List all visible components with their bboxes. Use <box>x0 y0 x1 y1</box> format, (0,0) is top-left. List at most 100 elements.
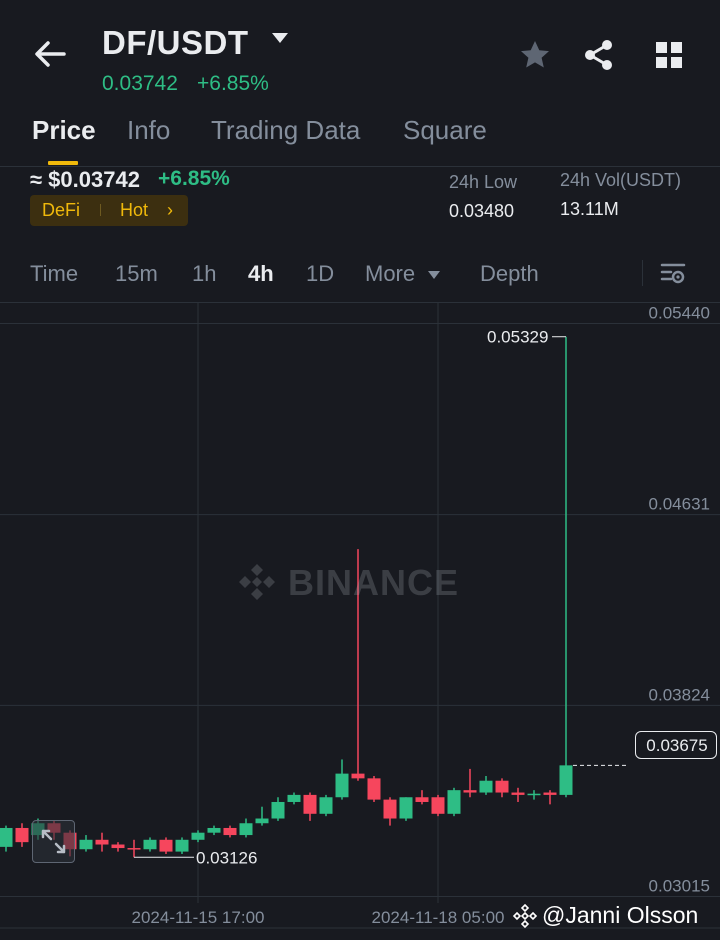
candle <box>527 790 541 800</box>
last-price-tag: 0.03675 <box>635 731 717 759</box>
candle-body <box>159 839 173 852</box>
candle-body <box>351 773 365 779</box>
tf-15m[interactable]: 15m <box>115 261 158 286</box>
x-tick-label: 2024-11-18 05:00 <box>372 908 505 927</box>
favorite-button[interactable] <box>518 38 552 72</box>
tag-separator <box>100 204 101 216</box>
tf-time[interactable]: Time <box>30 261 79 286</box>
tf-4h[interactable]: 4h <box>248 261 274 286</box>
candle <box>223 825 237 838</box>
candle <box>383 797 397 826</box>
candle <box>543 790 557 805</box>
candle <box>143 837 157 852</box>
toolbar-separator <box>642 260 643 286</box>
tag-hot[interactable]: Hot <box>120 200 149 220</box>
candle <box>79 835 93 852</box>
tab-trading-data[interactable]: Trading Data <box>211 115 361 145</box>
candle <box>463 768 477 798</box>
star-icon <box>521 41 549 68</box>
tab-info[interactable]: Info <box>127 115 171 145</box>
min-price-label: 0.03126 <box>196 848 257 867</box>
y-tick-label: 0.03824 <box>649 685 710 704</box>
share-icon <box>585 40 612 70</box>
binance-watermark: BINANCE <box>232 560 492 610</box>
caret-down-icon[interactable] <box>270 30 290 46</box>
candle-body <box>463 790 477 793</box>
header-price: 0.03742 <box>102 72 178 95</box>
candle <box>303 792 317 821</box>
back-button[interactable] <box>30 34 70 74</box>
expand-chart-button[interactable] <box>32 820 75 863</box>
tf-1h[interactable]: 1h <box>192 261 217 286</box>
candle-body <box>127 848 141 850</box>
tf-more[interactable]: More <box>365 261 416 286</box>
tab-square[interactable]: Square <box>403 115 487 145</box>
candle <box>287 792 301 805</box>
x-axis-labels: 2024-11-15 17:00 2024-11-18 05:00 <box>132 908 505 927</box>
candle <box>175 837 189 854</box>
back-arrow-icon <box>35 41 66 67</box>
candle-body <box>255 818 269 824</box>
candle-body <box>287 794 301 802</box>
candle-body <box>431 797 445 814</box>
toolbar-divider <box>0 302 720 303</box>
candle-body <box>479 780 493 793</box>
candle-body <box>559 765 573 795</box>
vol-value: 13.11M <box>560 199 619 219</box>
chart-settings-button[interactable] <box>660 260 686 286</box>
tf-depth[interactable]: Depth <box>480 261 539 286</box>
y-tick-label: 0.04631 <box>649 495 710 514</box>
candle-body <box>527 793 541 796</box>
candle <box>255 806 269 826</box>
candle <box>511 787 525 802</box>
tag-defi[interactable]: DeFi <box>42 200 81 220</box>
tab-divider <box>0 166 720 167</box>
low-value: 0.03480 <box>449 201 515 221</box>
pair-title[interactable]: DF/USDT <box>102 24 249 61</box>
tab-price[interactable]: Price <box>32 115 96 145</box>
max-price-label: 0.05329 <box>487 328 548 347</box>
active-tab-indicator <box>48 161 78 165</box>
candle <box>15 823 29 847</box>
candle-body <box>239 823 253 836</box>
chart-gridlines <box>0 303 720 929</box>
header-change: +6.85% <box>197 72 269 95</box>
candle-body <box>495 780 509 793</box>
share-button[interactable] <box>582 38 616 72</box>
candlestick-chart[interactable]: 0.05329 0.03126 0.05440 0.04631 0.03824 0.03… <box>0 303 720 940</box>
y-axis-labels: 0.05440 0.04631 0.03824 0.03015 <box>649 304 710 896</box>
candle <box>191 830 205 843</box>
candle-body <box>143 839 157 850</box>
candle-body <box>79 839 93 850</box>
candle <box>271 797 285 821</box>
grid-icon <box>656 42 682 68</box>
tf-1d[interactable]: 1D <box>306 261 335 286</box>
binance-logo-icon <box>239 564 275 600</box>
chart-annotations: 0.05329 0.03126 <box>134 328 628 867</box>
candle-body <box>319 797 333 814</box>
last-price-value: 0.03675 <box>646 736 708 755</box>
grid-menu-button[interactable] <box>654 40 684 70</box>
candle <box>239 818 253 838</box>
candle <box>495 778 509 798</box>
candle <box>479 775 493 795</box>
approx-change: +6.85% <box>158 167 230 190</box>
candle-body <box>335 773 349 798</box>
candle-body <box>111 844 125 849</box>
candle <box>159 837 173 854</box>
candle-body <box>415 797 429 802</box>
candle-body <box>271 801 285 819</box>
candle <box>319 794 333 817</box>
candle-body <box>95 839 109 845</box>
candle-body <box>223 827 237 836</box>
watermark-text: BINANCE <box>288 562 460 603</box>
candle-body <box>207 827 221 833</box>
candle <box>431 794 445 817</box>
candle-body <box>191 832 205 840</box>
candle <box>127 839 141 858</box>
candle <box>335 759 349 800</box>
vol-label: 24h Vol(USDT) <box>560 170 682 190</box>
candle <box>95 832 109 852</box>
category-tags[interactable]: DeFi Hot › <box>30 195 188 226</box>
y-tick-label: 0.03015 <box>649 877 710 896</box>
